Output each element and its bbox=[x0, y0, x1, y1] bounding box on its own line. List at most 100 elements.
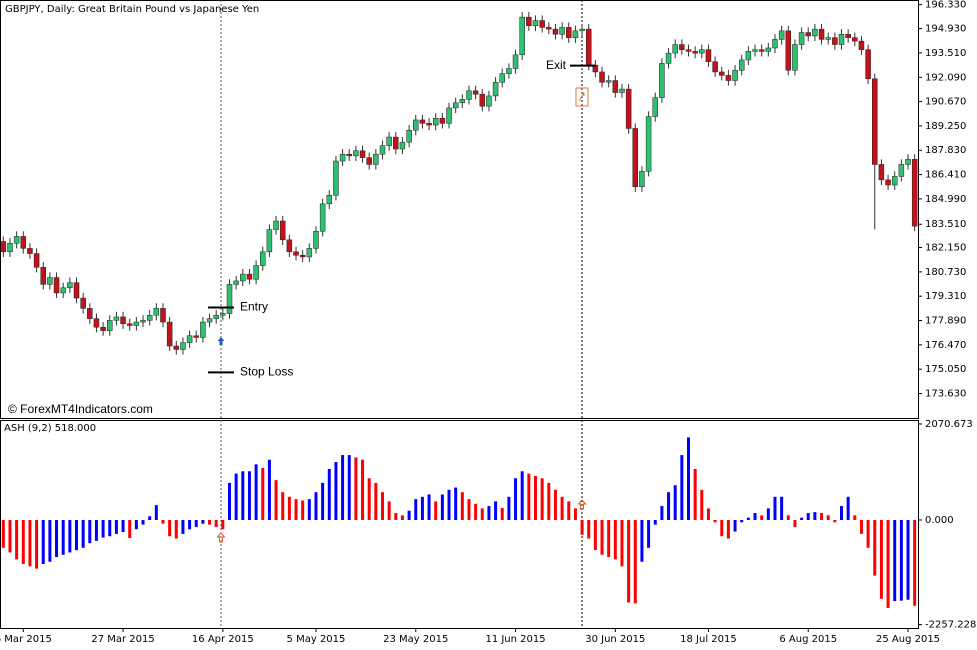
histogram-bar bbox=[720, 519, 724, 537]
histogram-bar bbox=[274, 480, 278, 520]
histogram-bar bbox=[148, 516, 152, 520]
y-tick-label: 179.310 bbox=[925, 291, 966, 302]
y-tick-label: 183.510 bbox=[925, 219, 966, 230]
histogram-bar bbox=[294, 499, 298, 520]
histogram-bar bbox=[8, 519, 12, 553]
candle-body bbox=[845, 34, 851, 38]
histogram-bar bbox=[520, 471, 524, 520]
histogram-bar bbox=[806, 513, 810, 520]
histogram-bar bbox=[427, 494, 431, 520]
histogram-bar bbox=[48, 519, 52, 562]
histogram-bar bbox=[647, 519, 651, 548]
candle-body bbox=[359, 150, 366, 158]
candle-body bbox=[220, 313, 226, 316]
y-tick-label: 187.830 bbox=[925, 145, 966, 156]
histogram-bar bbox=[527, 473, 531, 520]
candle-body bbox=[133, 321, 140, 326]
candle-body bbox=[226, 284, 233, 314]
candle-body bbox=[752, 49, 758, 52]
candle-body bbox=[426, 123, 432, 126]
candle-body bbox=[812, 28, 818, 37]
histogram-bar bbox=[607, 519, 611, 558]
candle-body bbox=[193, 335, 199, 338]
x-tick-label: 23 May 2015 bbox=[383, 634, 448, 645]
candle-body bbox=[273, 220, 279, 230]
histogram-bar bbox=[241, 471, 245, 520]
indicator-panel bbox=[0, 420, 919, 629]
candle-body bbox=[619, 88, 625, 93]
histogram-bar bbox=[254, 464, 258, 520]
candle-body bbox=[599, 71, 605, 83]
histogram-bar bbox=[587, 519, 591, 539]
histogram-bar bbox=[786, 515, 790, 520]
candle-body bbox=[499, 73, 505, 83]
candle-body bbox=[93, 318, 100, 328]
histogram-bar bbox=[221, 519, 225, 530]
candle-body bbox=[319, 203, 326, 232]
histogram-bar bbox=[474, 503, 478, 520]
histogram-bar bbox=[534, 475, 537, 520]
candle-body bbox=[699, 49, 705, 54]
histogram-bar bbox=[547, 482, 551, 520]
histogram-bar bbox=[706, 508, 710, 520]
candle-body bbox=[160, 308, 166, 323]
candle-body bbox=[872, 78, 878, 165]
candle-body bbox=[818, 28, 825, 40]
histogram-bar bbox=[886, 519, 890, 609]
candle-body bbox=[200, 321, 206, 338]
x-tick-label: 27 Mar 2015 bbox=[91, 634, 154, 645]
x-tick-label: 18 Jul 2015 bbox=[680, 634, 737, 645]
candle-body bbox=[898, 164, 905, 177]
histogram-bar bbox=[553, 489, 557, 520]
candle-body bbox=[805, 32, 811, 37]
histogram-bar bbox=[128, 519, 132, 539]
candle-body bbox=[878, 164, 885, 181]
candle-body bbox=[712, 61, 718, 73]
histogram-bar bbox=[760, 515, 764, 520]
candle-body bbox=[379, 145, 386, 155]
histogram-bar bbox=[540, 478, 544, 520]
histogram-bar bbox=[740, 519, 744, 523]
candle-body bbox=[725, 75, 732, 81]
y-tick-label: 175.050 bbox=[925, 364, 966, 375]
histogram-bar bbox=[793, 519, 797, 527]
y-tick-label: 196.330 bbox=[925, 0, 966, 11]
candle-body bbox=[233, 280, 239, 285]
candle-body bbox=[186, 335, 193, 343]
watermark: © ForexMT4Indicators.com bbox=[8, 402, 153, 416]
candle-body bbox=[512, 54, 519, 69]
candle-body bbox=[107, 320, 113, 331]
histogram-bar bbox=[826, 515, 830, 520]
candle-body bbox=[665, 52, 672, 64]
exit-arrow bbox=[578, 92, 585, 102]
histogram-bar bbox=[627, 519, 631, 603]
histogram-bar bbox=[746, 517, 750, 520]
candle-body bbox=[180, 342, 186, 350]
y-tick-label: 180.730 bbox=[925, 267, 966, 278]
histogram-bar bbox=[420, 496, 424, 520]
candle-body bbox=[905, 159, 911, 165]
candle-body bbox=[858, 40, 865, 50]
histogram-bar bbox=[394, 513, 398, 520]
histogram-bar bbox=[460, 492, 464, 520]
histogram-bar bbox=[580, 519, 584, 535]
candle-body bbox=[679, 44, 685, 50]
y-tick-label: 176.470 bbox=[925, 340, 966, 351]
ind-up-arrow bbox=[216, 532, 226, 543]
candle-body bbox=[339, 153, 346, 162]
candle-body bbox=[758, 49, 765, 52]
histogram-bar bbox=[61, 519, 65, 555]
y-tick-label: -2257.228 bbox=[925, 620, 976, 631]
histogram-bar bbox=[846, 496, 850, 520]
histogram-bar bbox=[35, 519, 39, 569]
candle-body bbox=[386, 136, 392, 146]
candle-body bbox=[632, 128, 639, 187]
candle-body bbox=[399, 141, 406, 150]
histogram-bar bbox=[820, 513, 824, 520]
histogram-bar bbox=[361, 459, 365, 520]
histogram-bar bbox=[287, 496, 291, 520]
candle-body bbox=[832, 37, 838, 45]
histogram-bar bbox=[893, 519, 897, 602]
candle-body bbox=[240, 273, 246, 282]
histogram-bar bbox=[766, 508, 770, 520]
